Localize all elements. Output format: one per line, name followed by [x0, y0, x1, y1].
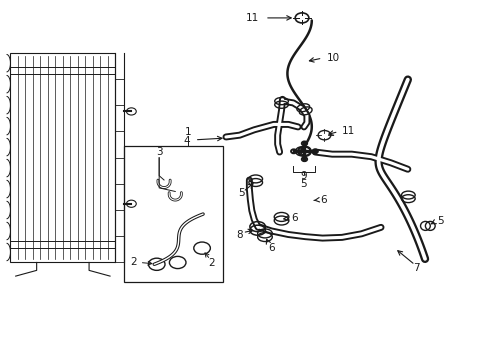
Text: 3: 3: [156, 147, 162, 157]
Text: 6: 6: [267, 243, 274, 253]
Text: 5: 5: [300, 179, 306, 189]
Text: 7: 7: [412, 263, 419, 273]
Text: 11: 11: [245, 13, 259, 23]
Text: 2: 2: [130, 257, 136, 267]
Text: 6: 6: [320, 195, 326, 205]
Text: 5: 5: [238, 188, 244, 198]
Bar: [123, 146, 222, 282]
Text: 5: 5: [436, 216, 443, 226]
Text: 6: 6: [290, 213, 297, 222]
Bar: [10, 53, 115, 262]
Text: 4: 4: [183, 136, 189, 145]
Text: 9: 9: [300, 171, 306, 181]
Text: 10: 10: [326, 53, 339, 63]
Text: 8: 8: [236, 230, 243, 239]
Text: 11: 11: [341, 126, 355, 135]
Text: 1: 1: [185, 127, 191, 137]
Text: 2: 2: [208, 258, 215, 268]
